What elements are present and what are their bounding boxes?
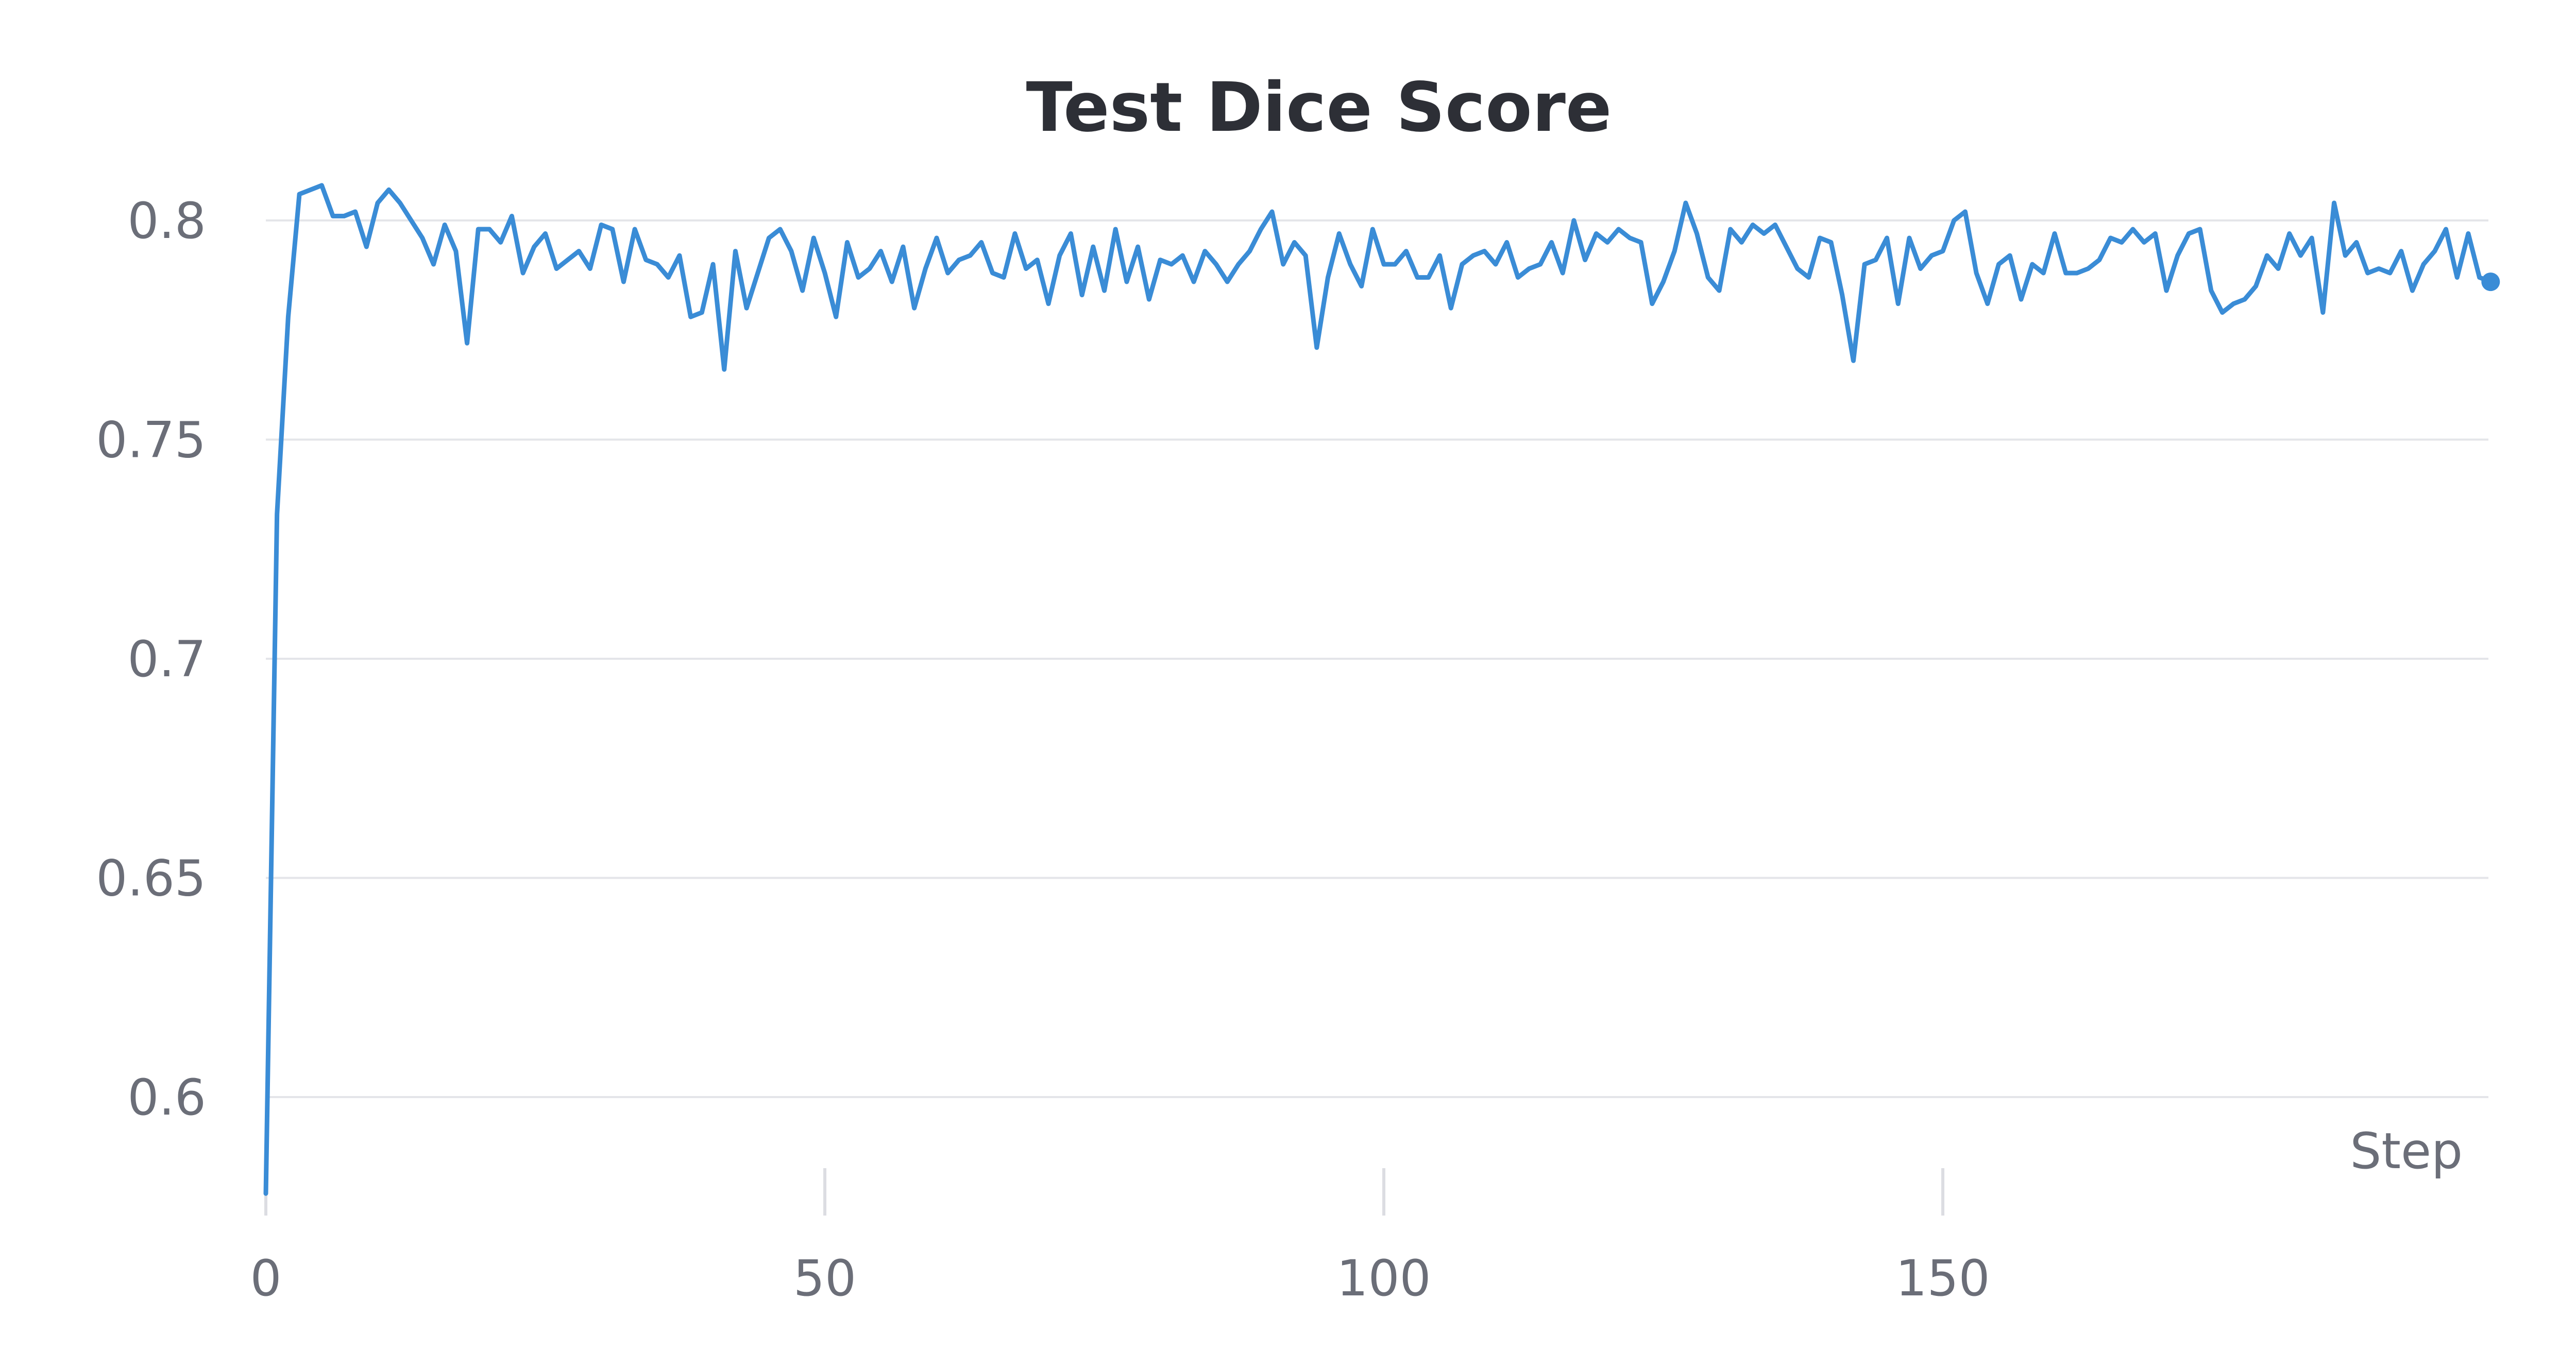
chart-title: Test Dice Score	[1026, 68, 1612, 147]
y-tick-label: 0.65	[96, 850, 206, 908]
y-axis-tick-labels: 0.6 0.65 0.7 0.75 0.8	[96, 192, 206, 1126]
grid-lines	[266, 219, 2488, 1098]
x-tick-label: 0	[250, 1250, 281, 1307]
y-tick-label: 0.6	[127, 1069, 206, 1126]
y-tick-label: 0.75	[96, 412, 206, 469]
series-end-point	[2481, 272, 2500, 292]
series-line	[263, 183, 2493, 1196]
series-layer	[263, 183, 2500, 1196]
y-tick-label: 0.8	[127, 192, 206, 250]
x-tick-label: 150	[1895, 1250, 1990, 1307]
x-tick-label: 100	[1336, 1250, 1431, 1307]
x-axis-tick-labels: 0 50 100 150	[250, 1168, 1990, 1307]
x-axis-label: Step	[2350, 1122, 2463, 1180]
y-tick-label: 0.7	[127, 630, 206, 688]
x-tick-label: 50	[793, 1250, 856, 1307]
